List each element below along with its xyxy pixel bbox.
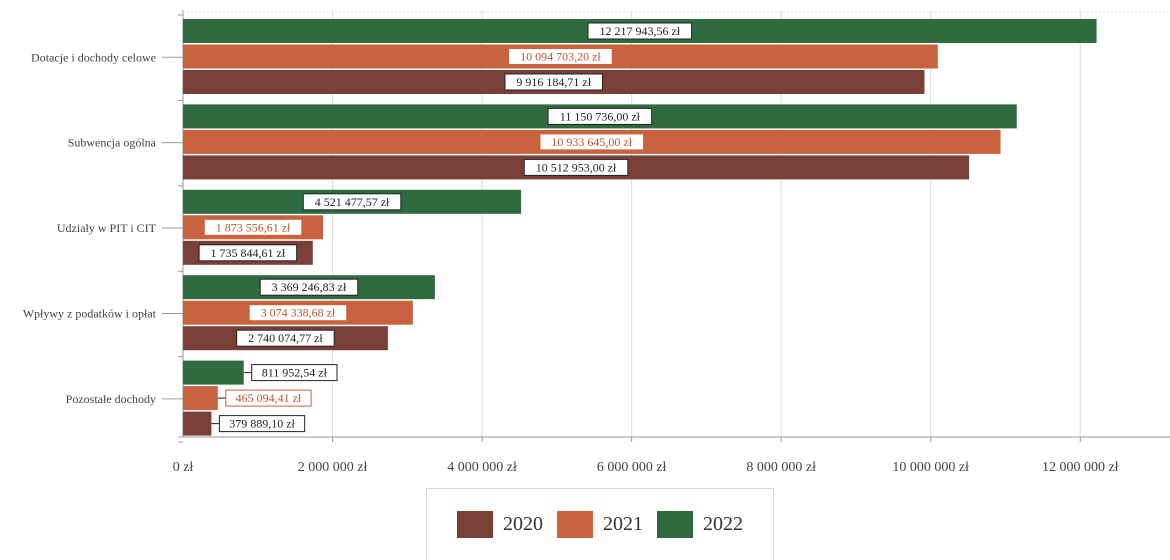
data-label-box — [198, 244, 298, 262]
x-tick-label: 0 zł — [173, 460, 194, 475]
data-label-box — [587, 22, 693, 40]
legend-swatch — [457, 511, 493, 538]
data-label-box — [251, 364, 338, 382]
x-tick-label: 4 000 000 zł — [447, 460, 517, 475]
legend-item-2021: 2021 — [557, 511, 643, 538]
x-tick-label: 12 000 000 zł — [1042, 460, 1119, 475]
data-label: 10 933 645,00 zł — [551, 135, 632, 149]
data-label-box — [523, 158, 629, 176]
x-tick-label: 8 000 000 zł — [746, 460, 816, 475]
category-label: Dotacje i dochody celowe — [31, 50, 156, 64]
data-label: 2 740 074,77 zł — [248, 331, 323, 345]
data-label-box — [547, 107, 653, 125]
data-label: 1 735 844,61 zł — [211, 246, 286, 260]
data-label: 4 521 477,57 zł — [315, 195, 390, 209]
category-label: Pozostałe dochody — [66, 392, 156, 406]
legend-swatch — [657, 511, 693, 538]
x-tick-label: 6 000 000 zł — [597, 460, 667, 475]
data-label-box — [539, 133, 645, 151]
data-label: 3 369 246,83 zł — [272, 280, 347, 294]
legend-label: 2020 — [503, 513, 543, 535]
data-label-box — [218, 415, 306, 433]
x-tick-label: 2 000 000 zł — [298, 460, 368, 475]
category-label: Wpływy z podatków i opłat — [23, 306, 157, 320]
data-label: 3 074 338,68 zł — [261, 306, 336, 320]
data-label: 379 889,10 zł — [229, 417, 295, 431]
bar-2021 — [183, 386, 218, 411]
legend-swatch — [557, 511, 593, 538]
data-label-box — [248, 304, 348, 322]
data-label-box — [508, 48, 613, 65]
data-label: 10 094 703,20 zł — [520, 50, 601, 64]
data-label: 12 217 943,56 zł — [599, 24, 680, 38]
data-label-box — [236, 329, 335, 347]
data-label-box — [302, 193, 402, 211]
category-label: Subwencja ogólna — [68, 136, 157, 150]
category-label: Udziały w PIT i CIT — [57, 221, 157, 235]
data-label: 465 094,41 zł — [236, 391, 302, 405]
legend-item-2022: 2022 — [657, 511, 743, 538]
data-label-box — [504, 73, 603, 91]
legend-item-2020: 2020 — [457, 511, 543, 538]
data-label: 9 916 184,71 zł — [516, 75, 591, 89]
bar-2020 — [183, 411, 212, 436]
bar-2022 — [183, 360, 244, 385]
legend-label: 2021 — [603, 513, 643, 535]
chart-legend: 2020 2021 2022 — [426, 488, 774, 560]
data-label-box — [259, 278, 359, 296]
data-label: 11 150 736,00 zł — [560, 109, 641, 123]
data-label: 811 952,54 zł — [262, 366, 328, 380]
data-label: 1 873 556,61 zł — [216, 220, 291, 234]
data-label: 10 512 953,00 zł — [536, 160, 617, 174]
data-label-box — [225, 389, 312, 407]
x-tick-label: 10 000 000 zł — [892, 460, 969, 475]
data-label-box — [203, 218, 303, 236]
legend-label: 2022 — [703, 513, 743, 535]
